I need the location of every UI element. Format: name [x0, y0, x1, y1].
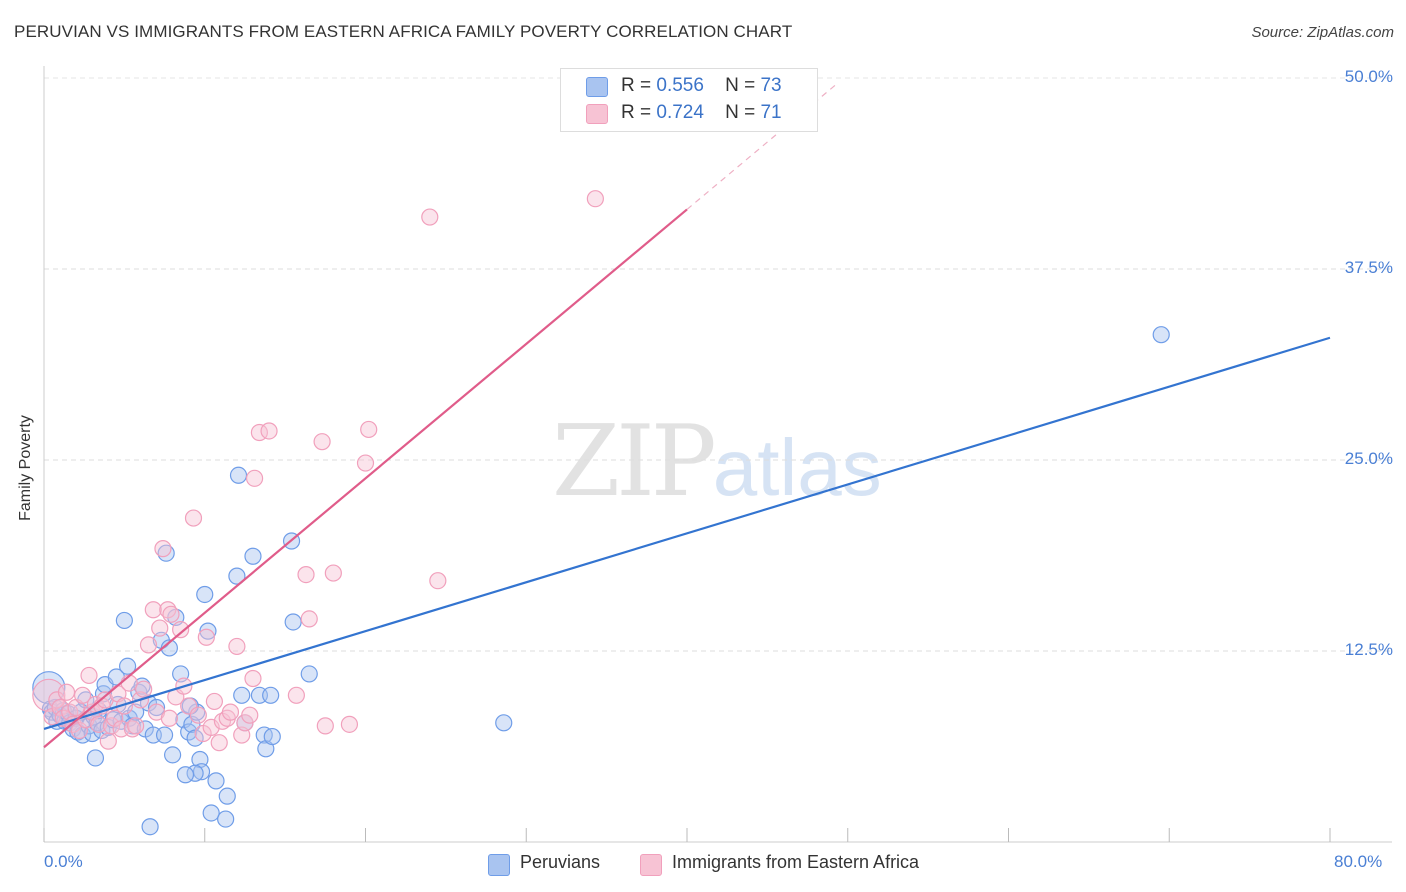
- legend-peruvians-swatch: [488, 854, 510, 876]
- eastern-africa-swatch: [586, 104, 608, 124]
- point-eastern-africa-70: [586, 190, 604, 208]
- point-eastern-africa-46: [205, 692, 223, 711]
- point-peruvians-42: [155, 726, 174, 744]
- point-eastern-africa-62: [313, 433, 331, 451]
- point-eastern-africa-12: [80, 666, 98, 685]
- point-peruvians-78: [495, 714, 513, 732]
- point-peruvians-55: [207, 772, 225, 790]
- peruvians-n-value: 73: [760, 75, 782, 96]
- point-eastern-africa-61: [300, 610, 318, 628]
- point-eastern-africa-40: [160, 709, 178, 727]
- point-eastern-africa-41: [184, 509, 203, 527]
- point-eastern-africa-9: [70, 721, 88, 740]
- point-peruvians-54: [202, 804, 220, 822]
- source-label: Source: ZipAtlas.com: [1251, 24, 1394, 41]
- point-peruvians-43: [157, 544, 175, 562]
- peruvians-swatch: [586, 77, 608, 97]
- point-eastern-africa-63: [316, 717, 334, 735]
- point-eastern-africa-28: [135, 680, 153, 698]
- point-eastern-africa-60: [297, 565, 315, 584]
- point-eastern-africa-26: [127, 717, 145, 735]
- point-peruvians-68: [284, 613, 302, 631]
- y-tick-label-0: 12.5%: [1344, 640, 1393, 659]
- point-eastern-africa-59: [287, 686, 305, 704]
- point-eastern-africa-50: [221, 703, 240, 721]
- point-eastern-africa-54: [241, 706, 259, 724]
- point-eastern-africa-5: [57, 683, 76, 701]
- point-eastern-africa-37: [172, 621, 190, 639]
- eastern-africa-n-value: 71: [760, 102, 782, 123]
- point-eastern-africa-65: [340, 715, 359, 733]
- point-eastern-africa-24: [120, 674, 138, 692]
- y-tick-label-2: 37.5%: [1344, 258, 1393, 277]
- y-tick-label-1: 25.0%: [1344, 449, 1393, 468]
- point-peruvians-45: [164, 746, 182, 764]
- trendline-peruvians: [43, 336, 1331, 730]
- point-peruvians-59: [233, 686, 251, 704]
- point-eastern-africa-25: [123, 720, 142, 738]
- point-eastern-africa-67: [360, 420, 378, 439]
- stats-legend: R = 0.556 N = 73 R = 0.724 N = 71: [560, 68, 818, 132]
- watermark-zip: ZIP: [552, 405, 717, 519]
- point-eastern-africa-55: [244, 669, 262, 688]
- point-peruvians-17: [83, 724, 101, 743]
- point-eastern-africa-15: [90, 715, 108, 733]
- point-eastern-africa-30: [144, 601, 162, 619]
- point-peruvians-76: [141, 818, 159, 836]
- point-peruvians-52: [196, 585, 214, 604]
- point-eastern-africa-51: [228, 637, 246, 656]
- y-tick-label-3: 50.0%: [1344, 67, 1393, 86]
- point-eastern-africa-42: [189, 706, 207, 724]
- point-eastern-africa-0: [32, 678, 66, 712]
- point-peruvians-65: [262, 686, 280, 704]
- point-eastern-africa-33: [154, 540, 172, 558]
- peruvians-r-value: 0.556: [656, 75, 704, 96]
- watermark-atlas: atlas: [712, 423, 882, 512]
- legend-eastern-africa-swatch: [640, 854, 662, 876]
- point-eastern-africa-66: [356, 454, 375, 472]
- legend-peruvians-label: Peruvians: [520, 852, 601, 872]
- point-eastern-africa-56: [245, 469, 264, 487]
- point-peruvians-31: [118, 657, 137, 675]
- point-eastern-africa-34: [159, 601, 177, 619]
- point-eastern-africa-10: [73, 686, 92, 704]
- chart-title: PERUVIAN VS IMMIGRANTS FROM EASTERN AFRI…: [14, 22, 793, 41]
- point-eastern-africa-29: [139, 636, 158, 654]
- x-tick-label-max: 80.0%: [1334, 852, 1383, 871]
- point-peruvians-24: [86, 749, 105, 767]
- point-peruvians-79: [1152, 326, 1170, 344]
- point-eastern-africa-20: [106, 709, 124, 727]
- point-peruvians-66: [263, 727, 281, 746]
- point-peruvians-56: [218, 787, 236, 805]
- point-eastern-africa-44: [197, 628, 215, 646]
- point-peruvians-58: [229, 466, 248, 484]
- point-peruvians-57: [228, 567, 246, 585]
- point-eastern-africa-32: [151, 619, 169, 637]
- x-tick-label-min: 0.0%: [44, 852, 83, 871]
- point-eastern-africa-58: [260, 422, 278, 440]
- point-eastern-africa-64: [324, 564, 342, 582]
- point-eastern-africa-18: [99, 732, 117, 750]
- point-eastern-africa-47: [210, 734, 228, 752]
- point-peruvians-30: [115, 611, 133, 630]
- point-eastern-africa-69: [429, 572, 447, 590]
- point-peruvians-40: [147, 698, 166, 717]
- point-eastern-africa-68: [421, 208, 439, 226]
- point-peruvians-69: [300, 665, 318, 683]
- point-peruvians-77: [217, 810, 235, 828]
- watermark: ZIPatlas: [552, 405, 882, 519]
- point-eastern-africa-35: [162, 605, 180, 623]
- eastern-africa-r-value: 0.724: [656, 102, 704, 123]
- trendline-eastern-africa: [43, 208, 688, 749]
- point-peruvians-73: [176, 766, 195, 784]
- legend-eastern-africa-label: Immigrants from Eastern Africa: [672, 852, 920, 872]
- point-peruvians-74: [186, 729, 204, 747]
- point-peruvians-61: [244, 547, 262, 565]
- y-axis-label: Family Poverty: [17, 415, 34, 521]
- point-peruvians-71: [192, 763, 211, 781]
- point-peruvians-53: [199, 622, 217, 640]
